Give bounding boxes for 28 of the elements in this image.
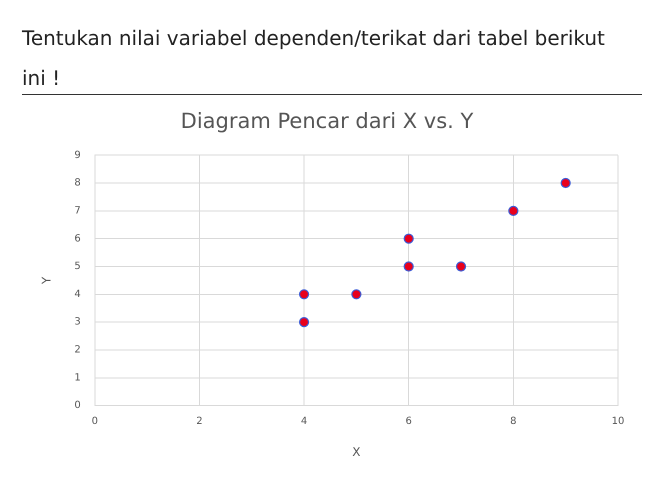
x-tick-label: 6 [406,416,412,428]
point [456,261,466,272]
point [351,289,362,300]
y-tick-label: 0 [74,400,81,412]
y-tick-label: 1 [74,372,81,384]
text: Tentukan nilai variabel dependen/terikat dari tabel berikut ini ! [22,25,606,92]
point [508,206,518,216]
y-tick-label: 4 [74,288,81,300]
point [404,234,414,244]
y-tick-label: 7 [74,205,81,216]
x-tick-label: 10 [612,416,624,428]
y-tick-label: 5 [74,261,81,272]
x-tick-label: 8 [510,416,517,428]
point [404,261,414,272]
y-tick-label: 6 [74,233,81,244]
y-tick-label: 8 [74,178,81,189]
x-tick-label: 4 [300,416,308,428]
chart-title: Diagram Pencar dari X vs. Y [180,109,474,134]
y-axis-title: Y [39,276,54,286]
point [298,289,310,300]
point [560,178,571,188]
x-axis-title: X [352,444,360,459]
y-tick-label: 9 [74,150,81,161]
y-tick-label: 3 [74,316,81,328]
x-tick-label: 2 [196,416,203,428]
x-tick-label: 0 [92,416,98,428]
y-tick-label: 2 [74,344,81,356]
point [298,317,310,328]
